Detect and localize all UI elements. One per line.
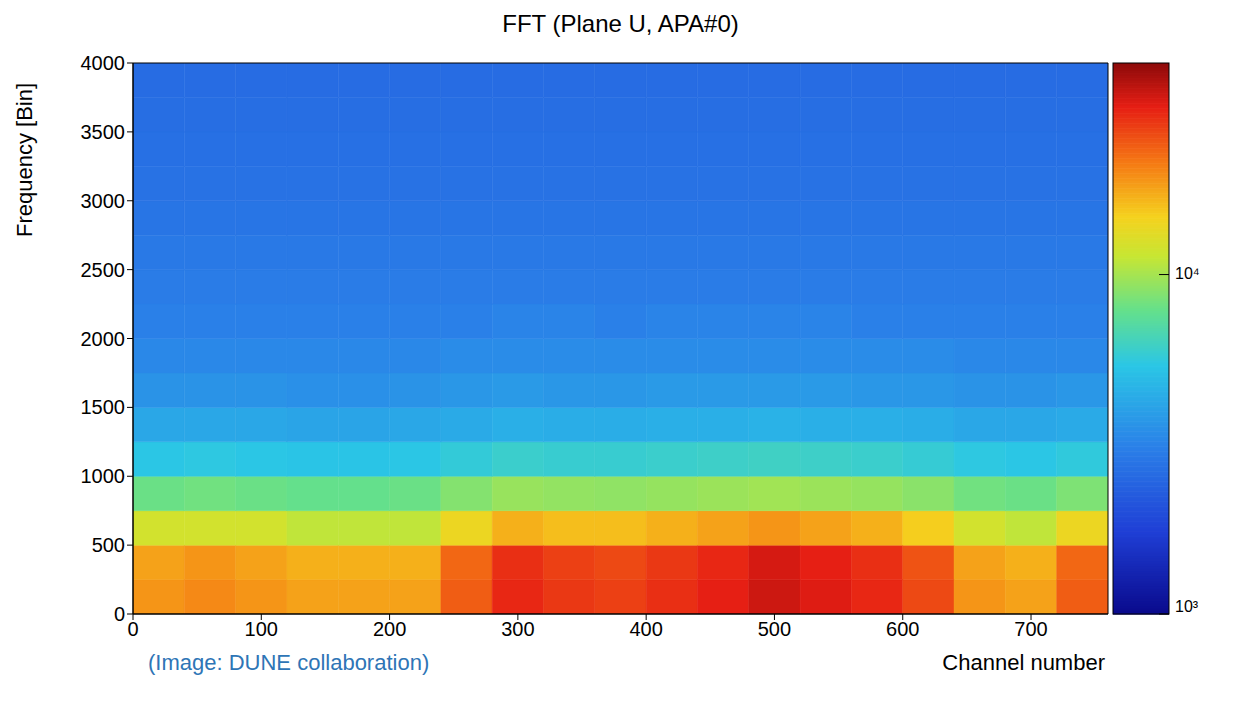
- svg-text:FFT (Plane U, APA#0): FFT (Plane U, APA#0): [502, 10, 739, 37]
- svg-text:Channel number: Channel number: [942, 650, 1105, 675]
- svg-text:600: 600: [886, 618, 919, 640]
- svg-text:2000: 2000: [81, 328, 126, 350]
- svg-text:Frequency [Bin]: Frequency [Bin]: [12, 83, 37, 237]
- svg-text:100: 100: [245, 618, 278, 640]
- svg-text:10³: 10³: [1175, 598, 1199, 615]
- svg-text:2500: 2500: [81, 259, 126, 281]
- svg-text:3500: 3500: [81, 121, 126, 143]
- svg-text:0: 0: [127, 618, 138, 640]
- svg-text:200: 200: [373, 618, 406, 640]
- svg-text:1000: 1000: [81, 465, 126, 487]
- svg-text:4000: 4000: [81, 52, 126, 74]
- svg-text:500: 500: [758, 618, 791, 640]
- svg-text:0: 0: [114, 603, 125, 625]
- svg-text:400: 400: [629, 618, 662, 640]
- svg-text:1500: 1500: [81, 396, 126, 418]
- svg-text:(Image: DUNE collaboration): (Image: DUNE collaboration): [148, 650, 429, 675]
- svg-text:300: 300: [501, 618, 534, 640]
- svg-text:500: 500: [92, 534, 125, 556]
- svg-text:10⁴: 10⁴: [1175, 265, 1200, 282]
- svg-text:700: 700: [1014, 618, 1047, 640]
- svg-text:3000: 3000: [81, 190, 126, 212]
